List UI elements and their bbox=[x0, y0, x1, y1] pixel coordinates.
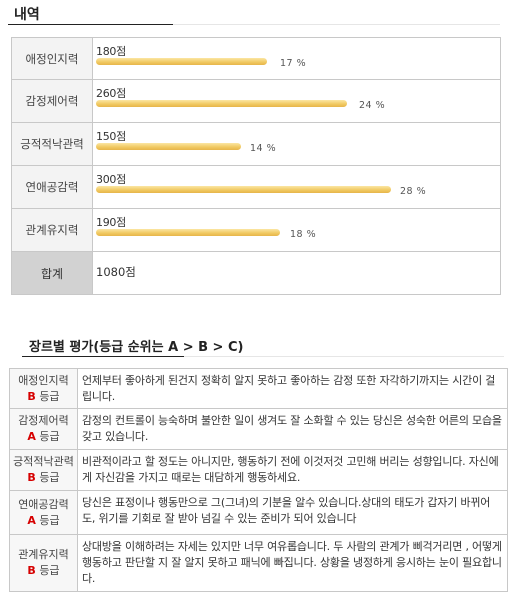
summary-row: 감정제어력 260점 24 % bbox=[12, 80, 500, 123]
grade-line: B 등급 bbox=[10, 470, 77, 486]
genre-label-cell: 긍적적낙관력 B 등급 bbox=[10, 450, 78, 490]
row-percent: 17 % bbox=[280, 58, 307, 69]
row-percent: 28 % bbox=[400, 186, 427, 197]
genre-description: 상대방을 이해하려는 자세는 있지만 너무 여유롭습니다. 두 사람의 관계가 … bbox=[82, 540, 502, 585]
genre-name: 긍적적낙관력 bbox=[13, 455, 74, 468]
genre-row: 연애공감력 A 등급 당신은 표정이나 행동만으로 그(그녀)의 기분을 알수 … bbox=[10, 491, 507, 535]
grade-suffix: 등급 bbox=[39, 564, 60, 577]
genre-title: 장르별 평가(등급 순위는 A > B > C) bbox=[29, 340, 244, 355]
summary-title-underline bbox=[8, 24, 500, 25]
total-value-cell: 1080점 bbox=[93, 252, 500, 294]
row-value-cell: 150점 14 % bbox=[93, 123, 500, 165]
row-points: 180점 bbox=[96, 45, 126, 58]
percent-bar bbox=[96, 143, 241, 150]
grade-suffix: 등급 bbox=[39, 430, 60, 443]
row-value-cell: 260점 24 % bbox=[93, 80, 500, 122]
row-points: 260점 bbox=[96, 87, 126, 100]
grade-suffix: 등급 bbox=[39, 389, 60, 403]
grade-letter: B bbox=[27, 564, 36, 577]
genre-title-underline bbox=[22, 356, 504, 357]
grade-line: A 등급 bbox=[10, 513, 77, 529]
row-label: 관계유지력 bbox=[12, 209, 93, 251]
genre-description: 언제부터 좋아하게 된건지 정확히 알지 못하고 좋아하는 감정 또한 자각하기… bbox=[82, 374, 496, 403]
summary-title: 내역 bbox=[14, 7, 40, 23]
total-label: 합계 bbox=[12, 252, 93, 294]
grade-letter: B bbox=[27, 389, 36, 403]
genre-row: 애정인지력 B 등급 언제부터 좋아하게 된건지 정확히 알지 못하고 좋아하는… bbox=[10, 369, 507, 409]
row-value-cell: 300점 28 % bbox=[93, 166, 500, 208]
grade-letter: B bbox=[27, 471, 36, 484]
genre-label-cell: 애정인지력 B 등급 bbox=[10, 369, 78, 408]
summary-row: 관계유지력 190점 18 % bbox=[12, 209, 500, 252]
genre-name: 감정제어력 bbox=[18, 414, 69, 427]
row-percent: 24 % bbox=[359, 100, 386, 111]
genre-description: 당신은 표정이나 행동만으로 그(그녀)의 기분을 알수 있습니다.상대의 태도… bbox=[82, 496, 491, 525]
grade-line: A 등급 bbox=[10, 429, 77, 445]
row-points: 300점 bbox=[96, 173, 126, 186]
genre-row: 긍적적낙관력 B 등급 비관적이라고 할 정도는 아니지만, 행동하기 전에 이… bbox=[10, 450, 507, 491]
genre-description: 비관적이라고 할 정도는 아니지만, 행동하기 전에 이것저것 고민해 버리는 … bbox=[82, 455, 499, 484]
row-value-cell: 180점 17 % bbox=[93, 38, 500, 79]
grade-suffix: 등급 bbox=[39, 513, 60, 527]
genre-name: 애정인지력 bbox=[18, 373, 69, 387]
row-label: 연애공감력 bbox=[12, 166, 93, 208]
percent-bar bbox=[96, 186, 391, 193]
grade-line: B 등급 bbox=[10, 563, 77, 579]
total-value: 1080점 bbox=[96, 265, 136, 279]
genre-label-cell: 감정제어력 A 등급 bbox=[10, 409, 78, 449]
genre-description: 감정의 컨트롤이 능숙하며 불안한 일이 생겨도 잘 소화할 수 있는 당신은 … bbox=[82, 414, 502, 443]
genre-name: 관계유지력 bbox=[18, 548, 69, 561]
percent-bar bbox=[96, 58, 267, 65]
row-percent: 18 % bbox=[290, 229, 317, 240]
row-percent: 14 % bbox=[250, 143, 277, 154]
row-points: 190점 bbox=[96, 216, 126, 229]
summary-total-row: 합계 1080점 bbox=[12, 252, 500, 294]
grade-letter: A bbox=[27, 513, 36, 527]
genre-name: 연애공감력 bbox=[18, 497, 69, 511]
genre-row: 관계유지력 B 등급 상대방을 이해하려는 자세는 있지만 너무 여유롭습니다.… bbox=[10, 535, 507, 591]
grade-suffix: 등급 bbox=[39, 471, 60, 484]
grade-line: B 등급 bbox=[10, 389, 77, 405]
summary-table: 애정인지력 180점 17 % 감정제어력 260점 24 % 긍적적낙관력 1… bbox=[11, 37, 501, 295]
row-label: 긍적적낙관력 bbox=[12, 123, 93, 165]
percent-bar bbox=[96, 229, 280, 236]
genre-row: 감정제어력 A 등급 감정의 컨트롤이 능숙하며 불안한 일이 생겨도 잘 소화… bbox=[10, 409, 507, 450]
row-label: 감정제어력 bbox=[12, 80, 93, 122]
grade-letter: A bbox=[27, 430, 36, 443]
percent-bar bbox=[96, 100, 347, 107]
genre-label-cell: 연애공감력 A 등급 bbox=[10, 491, 78, 534]
row-points: 150점 bbox=[96, 130, 126, 143]
row-label: 애정인지력 bbox=[12, 38, 93, 79]
summary-row: 애정인지력 180점 17 % bbox=[12, 38, 500, 80]
summary-row: 연애공감력 300점 28 % bbox=[12, 166, 500, 209]
row-value-cell: 190점 18 % bbox=[93, 209, 500, 251]
genre-table: 애정인지력 B 등급 언제부터 좋아하게 된건지 정확히 알지 못하고 좋아하는… bbox=[9, 368, 508, 592]
genre-label-cell: 관계유지력 B 등급 bbox=[10, 535, 78, 591]
summary-row: 긍적적낙관력 150점 14 % bbox=[12, 123, 500, 166]
